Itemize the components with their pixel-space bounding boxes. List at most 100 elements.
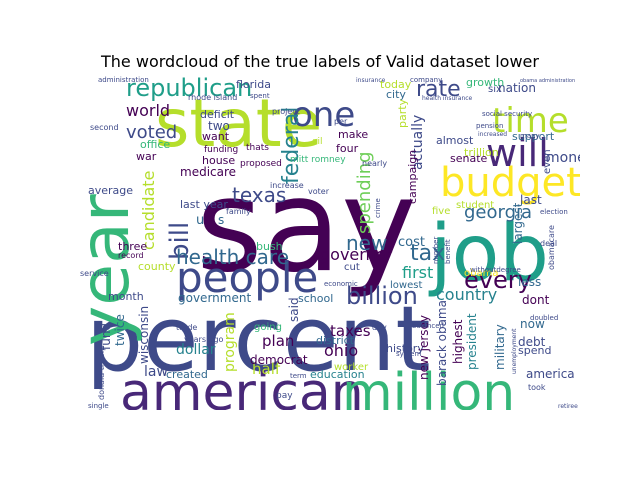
word-georgia: georgia <box>464 202 532 223</box>
word-american: american <box>120 363 364 410</box>
word-six: six <box>488 84 502 95</box>
word-cut: cut <box>344 262 360 273</box>
word-people: people <box>176 253 318 302</box>
word-school: school <box>298 292 333 305</box>
word-cloud: state percent say year job american mill… <box>80 74 580 410</box>
word-growth: growth <box>466 76 504 89</box>
word-number: number <box>432 237 440 264</box>
word-spent: spent <box>250 92 270 100</box>
word-last: last <box>520 193 542 207</box>
word-president: president <box>465 313 479 370</box>
word-dollar: dollar <box>176 342 216 358</box>
word-billion: billion <box>346 282 418 310</box>
word-largest: largest <box>511 202 525 244</box>
word-student: student <box>456 200 494 211</box>
word-government: government <box>178 291 251 305</box>
word-say: say <box>196 152 417 301</box>
word-year: year <box>80 194 145 346</box>
word-florida: florida <box>236 78 271 91</box>
word-five: five <box>432 206 450 217</box>
word-support: support <box>512 130 555 143</box>
word-obama-administration: obama administration <box>520 78 575 84</box>
word-thats: thats <box>246 143 269 153</box>
word-program: program <box>222 312 238 372</box>
word-voter: voter <box>308 187 330 196</box>
word-three: three <box>118 240 147 253</box>
word-every: every <box>464 266 532 294</box>
word-job: job <box>428 209 549 299</box>
word-withoutdegree: withoutdegree <box>470 266 521 274</box>
word-percent: percent <box>86 287 431 392</box>
word-donald-trump: donald trump <box>97 346 106 400</box>
word-oil: oil <box>312 137 323 147</box>
word-economic: economic <box>324 280 358 288</box>
word-time: time <box>492 101 569 141</box>
word-new: new <box>346 231 387 255</box>
word-war: war <box>136 150 157 163</box>
word-party: party <box>396 98 409 128</box>
word-obama: obama <box>464 268 498 279</box>
word-service: service <box>80 269 109 278</box>
word-new-jersey: new jersey <box>417 315 431 380</box>
word-even: even <box>542 149 553 174</box>
word-second: second <box>90 123 119 132</box>
word-pension: pension <box>476 122 504 130</box>
word-half: half <box>252 360 281 378</box>
word-voted: voted <box>126 122 177 143</box>
word-said: said <box>287 297 301 322</box>
word-increased: increased <box>478 131 507 138</box>
word-federal: federal <box>279 107 304 184</box>
word-actually: actually <box>410 115 426 170</box>
word-benefit: benefit <box>444 239 452 264</box>
word-twice: twice <box>113 314 127 346</box>
word-wisconsin: wisconsin <box>137 306 151 364</box>
word-obamacare: obamacare <box>547 225 556 270</box>
chart-title: The wordcloud of the true labels of Vali… <box>101 52 539 71</box>
word-dont: dont <box>522 293 550 307</box>
word-trade: trade <box>176 323 197 332</box>
word-state: state <box>155 85 322 162</box>
word-republican: republican <box>126 74 252 102</box>
word-cost: cost <box>398 235 425 250</box>
word-funding: funding <box>204 145 238 155</box>
word-make: make <box>338 128 368 141</box>
word-created: created <box>166 368 208 381</box>
word-administration: administration <box>98 76 149 84</box>
word-pay: pay <box>276 391 293 401</box>
word-proposed: proposed <box>240 159 282 169</box>
word-u: u <box>196 213 204 228</box>
word-one: one <box>292 95 355 135</box>
word-less: less <box>518 275 541 289</box>
word-social-security: social security <box>482 110 532 118</box>
word-balanced: balanced <box>412 322 444 330</box>
word-deal: deal <box>540 239 557 248</box>
word-health-care: health care <box>176 245 289 269</box>
word-almost: almost <box>436 134 474 147</box>
word-office: office <box>140 138 170 151</box>
word-system: system <box>396 350 421 358</box>
word-money: money <box>546 150 580 166</box>
word-ohio: ohio <box>324 341 358 360</box>
word-district: district <box>316 334 355 347</box>
word-many: many <box>520 132 540 140</box>
word-bush: bush <box>256 240 283 253</box>
word-worker: worker <box>334 362 369 373</box>
word-project: project <box>272 107 300 116</box>
word-county: county <box>138 260 176 273</box>
word-today: today <box>380 78 412 91</box>
word-deficit: deficit <box>200 108 235 121</box>
word-world: world <box>126 101 170 120</box>
word-spend: spend <box>518 344 551 357</box>
word-election: election <box>540 208 568 216</box>
word-increase: increase <box>270 181 304 190</box>
word-s: s <box>218 213 224 227</box>
word-highest: highest <box>451 319 465 364</box>
word-tax: tax <box>410 241 445 266</box>
word-city: city <box>386 88 406 101</box>
word-average: average <box>88 184 133 197</box>
word-want: want <box>202 130 230 143</box>
word-years-ago: years ago <box>184 335 224 344</box>
word-candidate: candidate <box>139 171 158 250</box>
word-debt: debt <box>518 335 546 349</box>
word-budget: budget <box>440 160 580 206</box>
